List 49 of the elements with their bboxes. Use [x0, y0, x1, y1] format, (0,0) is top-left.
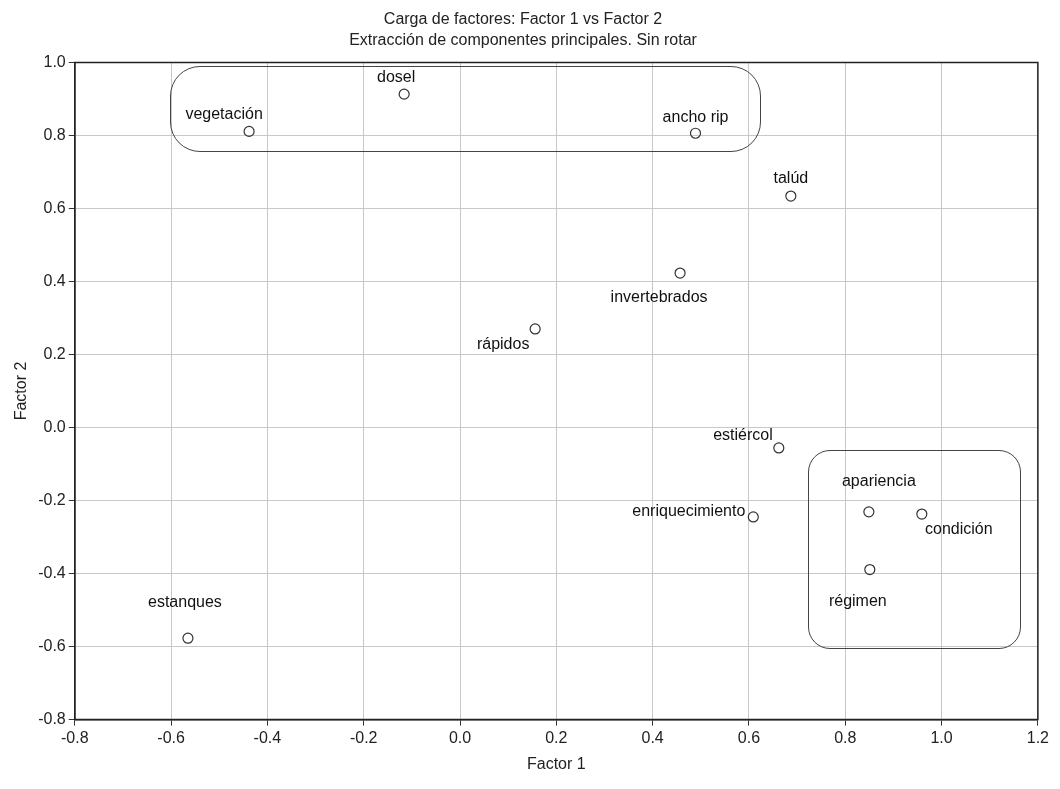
- annotation: régimen: [828, 591, 887, 609]
- x-tick-label: -0.8: [60, 728, 89, 746]
- point: [747, 511, 759, 523]
- y-tick-label: 0.2: [43, 344, 66, 362]
- annotation: ancho rip: [662, 107, 729, 125]
- annotation: dosel: [377, 67, 416, 85]
- annotation: talúd: [773, 169, 809, 187]
- y-tick-label: 0.0: [43, 417, 66, 435]
- annotation: condición: [925, 520, 993, 538]
- annotation: vegetación: [185, 104, 263, 122]
- annotation: enriquecimiento: [632, 502, 746, 520]
- point: [674, 267, 686, 279]
- annotation: invertebrados: [610, 288, 708, 306]
- x-tick-label: 1.2: [1026, 728, 1050, 746]
- x-tick-label: 0.0: [448, 728, 472, 746]
- y-tick-label: 0.8: [43, 125, 66, 143]
- x-tick-label: 0.4: [641, 728, 664, 746]
- y-axis-title: Factor 2: [12, 361, 30, 421]
- y-tick-label: 0.6: [43, 198, 66, 216]
- x-tick-label: 1.0: [930, 728, 953, 746]
- point: [243, 125, 255, 138]
- y-tick-label: -0.4: [38, 563, 66, 581]
- point: [182, 632, 194, 644]
- point: [773, 442, 785, 454]
- annotation: estiércol: [713, 426, 773, 444]
- point: [785, 190, 797, 202]
- y-tick-label: 1.0: [43, 52, 66, 70]
- x-tick-label: -0.4: [253, 728, 282, 746]
- annotation: estanques: [148, 592, 222, 610]
- chart-subtitle: Extracción de componentes principales. Sin rotar: [349, 31, 698, 49]
- annotation: apariencia: [841, 472, 916, 490]
- x-tick-label: -0.2: [349, 728, 378, 746]
- y-tick-label: -0.8: [38, 710, 66, 728]
- y-tick-label: 0.4: [43, 271, 66, 289]
- point: [398, 88, 410, 100]
- x-tick-label: -0.6: [157, 728, 185, 746]
- x-tick-label: 0.2: [545, 728, 568, 746]
- point: [863, 506, 875, 518]
- x-tick-label: 0.8: [834, 728, 857, 746]
- y-tick-label: -0.2: [38, 490, 66, 508]
- y-tick-label: -0.6: [38, 636, 66, 654]
- point: [864, 563, 876, 576]
- chart-title: Carga de factores: Factor 1 vs Factor 2: [383, 10, 663, 28]
- point: [689, 127, 702, 139]
- annotation: rápidos: [476, 335, 530, 353]
- point: [529, 323, 541, 335]
- x-tick-label: 0.6: [737, 728, 761, 746]
- x-axis-title: Factor 1: [526, 754, 586, 772]
- point: [916, 508, 928, 520]
